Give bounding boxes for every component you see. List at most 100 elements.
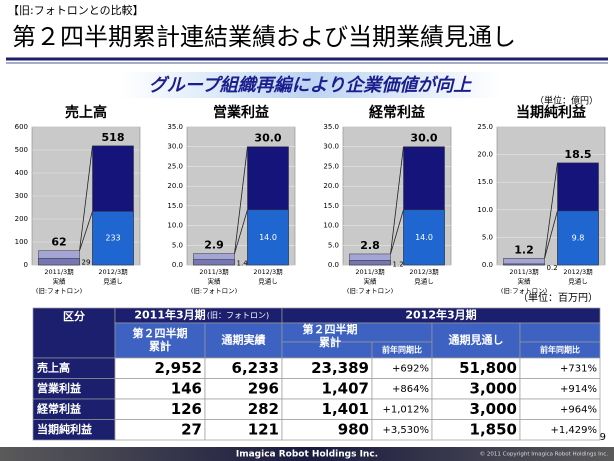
value-label: 518	[102, 131, 125, 144]
table-value: 146	[171, 379, 202, 397]
bar	[92, 211, 134, 266]
y-tick-label: 25.0	[167, 162, 183, 170]
table-cell	[204, 322, 283, 359]
table-value: 51,800	[459, 359, 517, 377]
banner	[120, 72, 500, 98]
footer-bar	[0, 447, 614, 461]
connector	[390, 146, 404, 255]
column-header: 前年同期比	[540, 345, 580, 355]
row-label: 売上高	[37, 360, 70, 374]
x-tick-label: (旧:フォトロン)	[36, 287, 82, 295]
chart-title: 経常利益	[369, 104, 425, 121]
table-value: 121	[248, 420, 279, 438]
connector	[544, 210, 558, 259]
connector	[79, 145, 93, 251]
y-tick-label: 10.0	[477, 206, 493, 214]
y-tick-label: 10.0	[323, 222, 339, 230]
table-value: 6,233	[232, 359, 279, 377]
value-label: 2.9	[204, 239, 224, 252]
change-value: +914%	[560, 384, 597, 395]
x-tick-label: 2012/3期	[409, 268, 439, 276]
group-label: 2011年3月期	[134, 308, 205, 322]
y-tick-label: 35.0	[323, 123, 339, 131]
y-tick-label: 0	[24, 261, 28, 269]
connector	[234, 146, 248, 254]
bar	[503, 263, 545, 266]
change-value: +1,012%	[382, 404, 429, 415]
table-cell	[114, 322, 206, 359]
x-tick-label: 2012/3期	[253, 268, 283, 276]
value-label: 1.2	[514, 243, 534, 256]
table-value: 296	[248, 379, 279, 397]
table-value: 282	[248, 400, 279, 418]
y-tick-label: 10.0	[167, 222, 183, 230]
y-tick-label: 35.0	[167, 123, 183, 131]
y-tick-label: 25.0	[477, 123, 493, 131]
x-tick-label: 2012/3期	[563, 268, 593, 276]
y-tick-label: 600	[15, 123, 28, 131]
table-value: 1,850	[470, 420, 517, 438]
value-label: 2.8	[360, 239, 380, 252]
y-tick-label: 500	[15, 146, 28, 154]
x-tick-label: 見通し	[258, 277, 278, 286]
value-label: 233	[105, 234, 120, 243]
x-tick-label: 見通し	[568, 277, 588, 286]
y-tick-label: 15.0	[323, 202, 339, 210]
x-tick-label: 実績	[208, 277, 222, 286]
column-header: 累計	[319, 335, 341, 349]
value-label: 1.4	[237, 259, 249, 267]
group-note: (旧：フォトロン)	[207, 311, 269, 320]
change-value: +3,530%	[382, 425, 429, 436]
x-tick-label: 実績	[364, 277, 378, 286]
y-tick-label: 15.0	[167, 202, 183, 210]
connector	[544, 162, 558, 259]
change-value: +864%	[392, 384, 429, 395]
y-tick-label: 15.0	[477, 178, 493, 186]
y-tick-label: 30.0	[323, 143, 339, 151]
bar	[247, 209, 289, 266]
bar	[38, 258, 80, 266]
bar	[193, 259, 235, 266]
value-label: 29	[82, 258, 91, 266]
note: 【旧:フォトロンとの比較】	[8, 3, 144, 17]
chart-title: 当期純利益	[516, 104, 586, 121]
connector	[390, 209, 404, 255]
table-value: 3,000	[470, 379, 517, 397]
x-tick-label: 2011/3期	[44, 268, 74, 276]
table-value: 2,952	[155, 359, 202, 377]
table-value: 27	[181, 420, 202, 438]
x-tick-label: 実績	[53, 277, 67, 286]
y-tick-label: 5.0	[482, 233, 493, 241]
value-label: 14.0	[415, 233, 433, 242]
table-value: 23,389	[311, 359, 369, 377]
column-header: 第２四半期	[303, 322, 358, 336]
row-label: 当期純利益	[37, 422, 92, 436]
table-cell	[519, 419, 601, 441]
value-label: 14.0	[259, 233, 277, 242]
group-label: 2012年3月期	[405, 308, 476, 322]
y-tick-label: 5.0	[328, 241, 339, 249]
y-tick-label: 25.0	[323, 162, 339, 170]
y-tick-label: 100	[15, 238, 28, 246]
value-label: 62	[51, 236, 66, 249]
value-label: 30.0	[410, 132, 437, 145]
change-value: +964%	[560, 404, 597, 415]
y-tick-label: 20.0	[323, 182, 339, 190]
y-tick-label: 200	[15, 215, 28, 223]
change-value: +731%	[560, 363, 597, 374]
page-number: 9	[600, 432, 606, 443]
table-value: 1,401	[322, 400, 369, 418]
column-header: 前年同期比	[382, 345, 422, 355]
chart-title: 売上高	[65, 104, 107, 121]
unit: （単位：百万円）	[518, 291, 598, 304]
change-value: +692%	[392, 363, 429, 374]
x-tick-label: 実績	[518, 277, 532, 286]
x-tick-label: 2012/3期	[98, 268, 128, 276]
x-tick-label: 2011/3期	[509, 268, 539, 276]
value-label: 1.2	[393, 260, 404, 268]
table-cell	[519, 322, 601, 343]
unit: （単位：億円）	[535, 95, 598, 107]
x-tick-label: 見通し	[414, 277, 434, 286]
bar	[349, 260, 391, 266]
table-value: 3,000	[470, 400, 517, 418]
